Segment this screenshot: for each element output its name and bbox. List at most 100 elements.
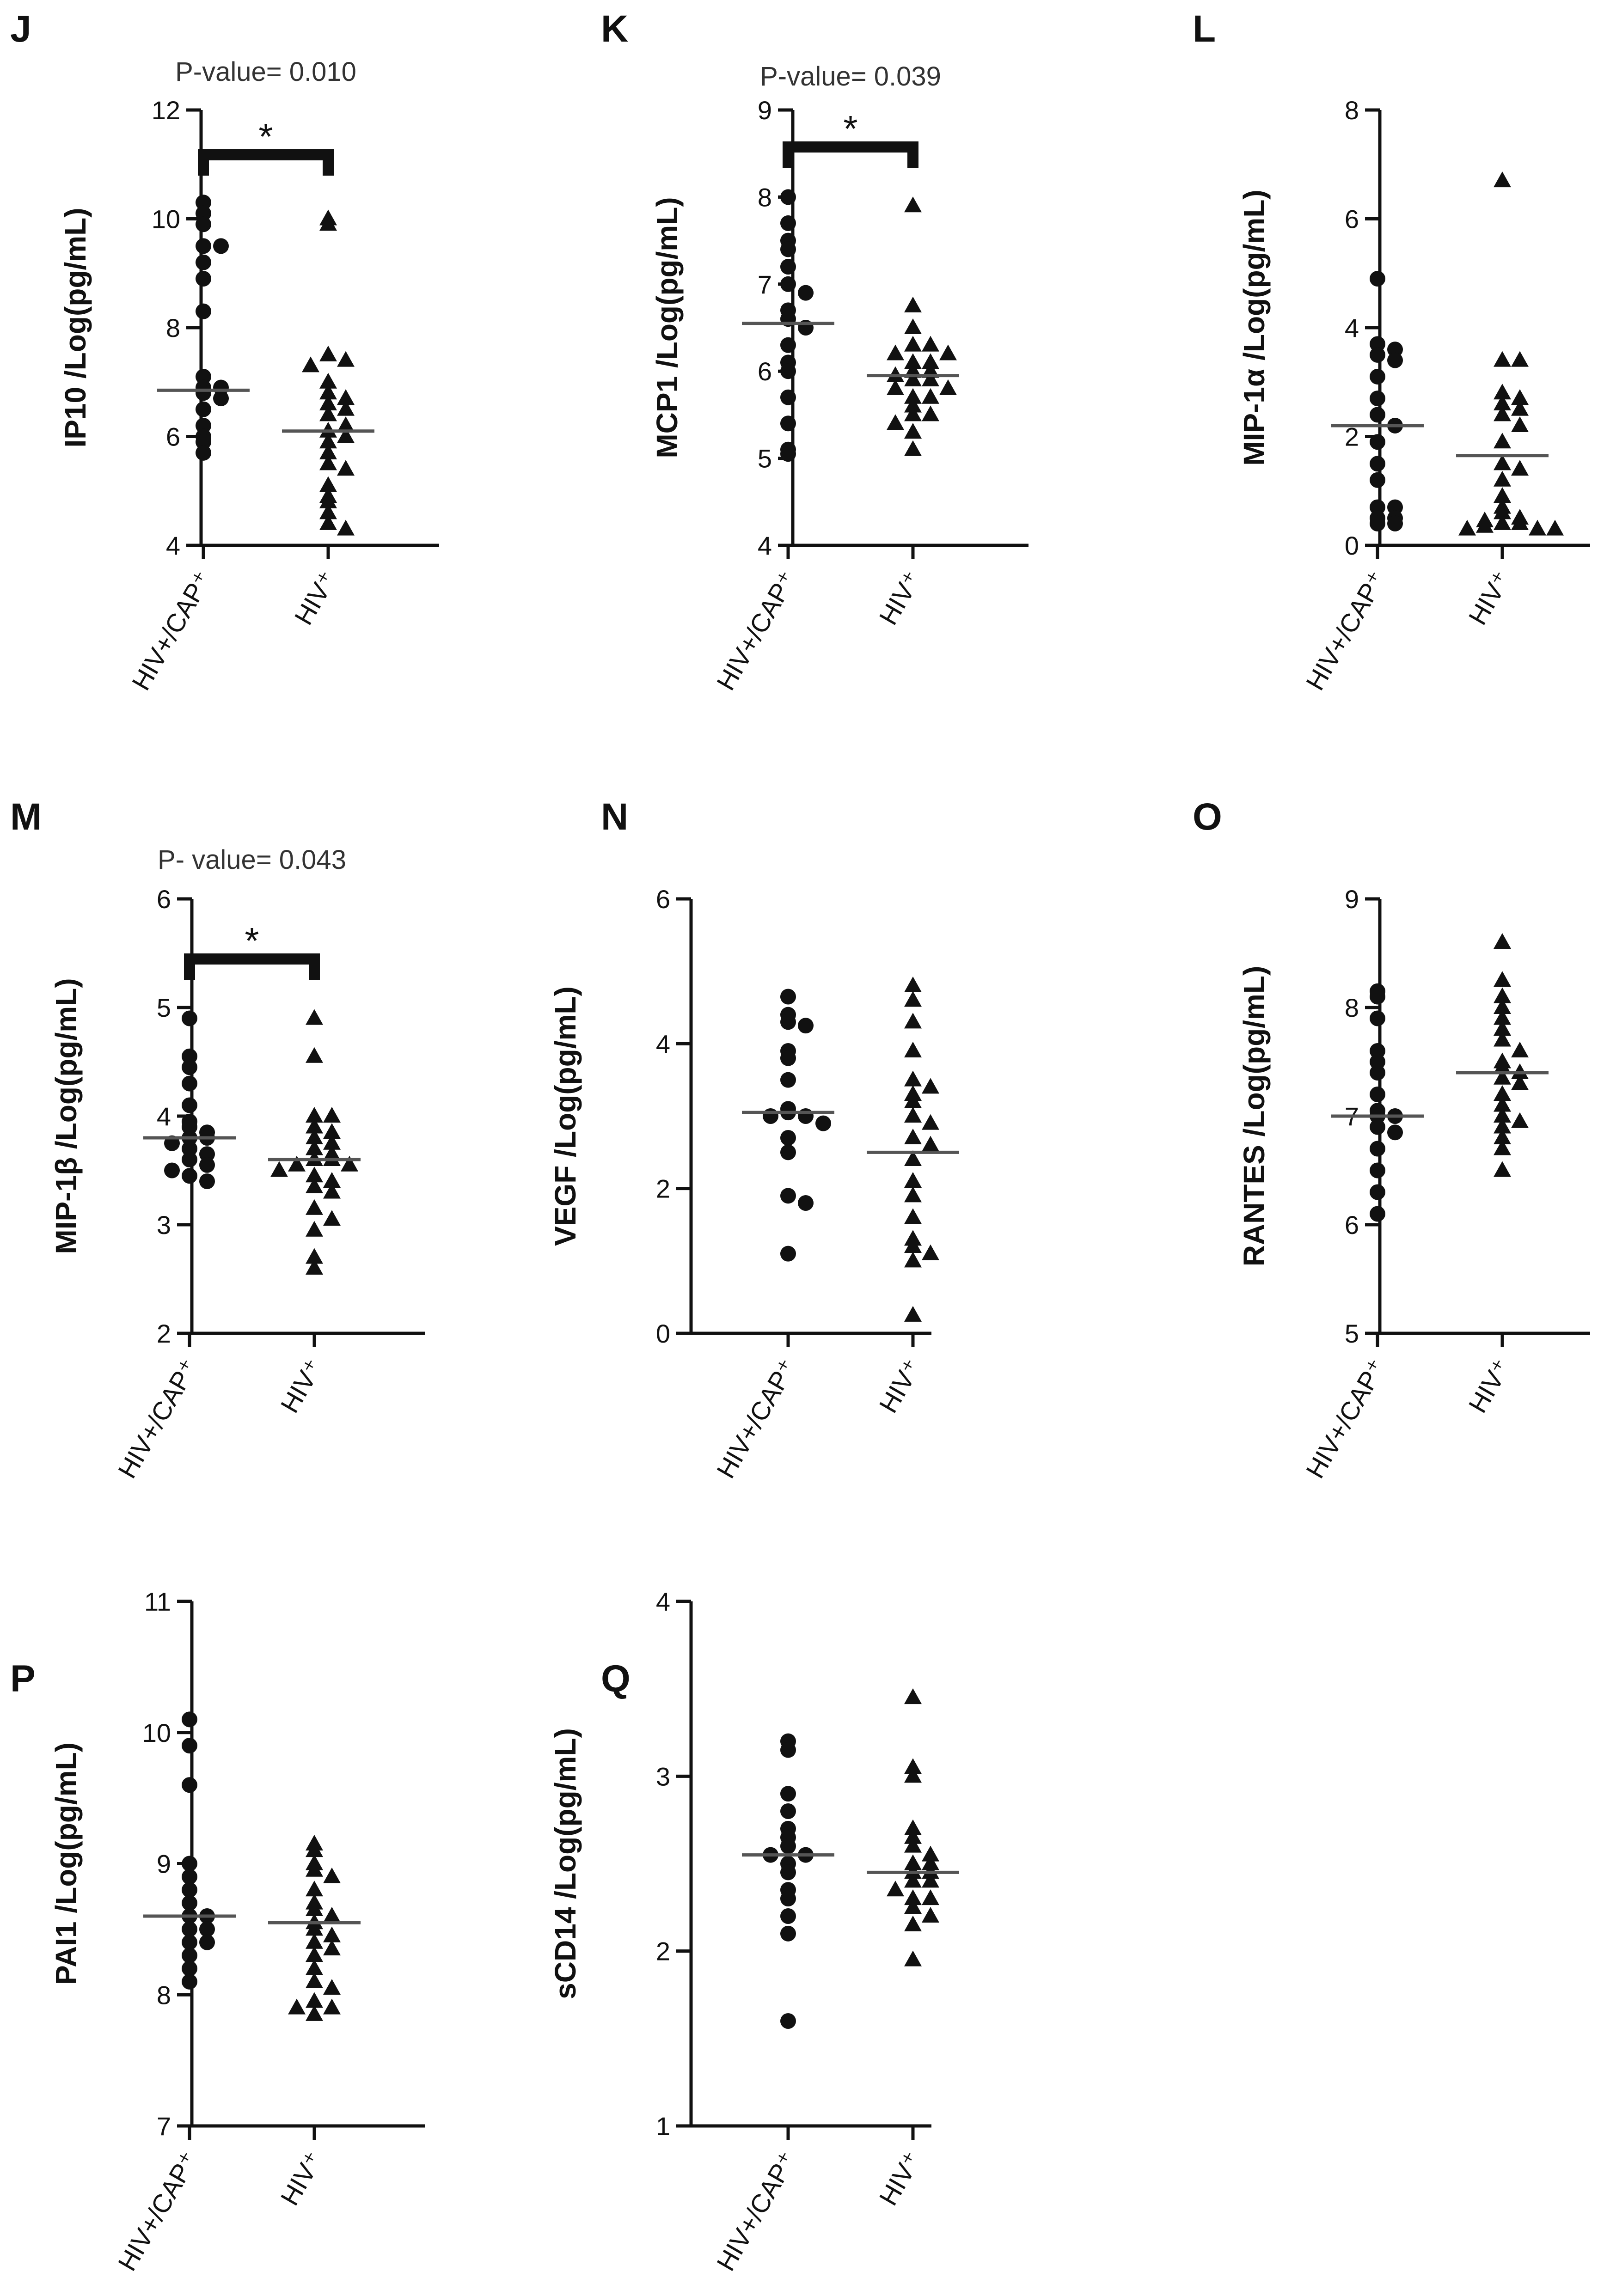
data-point-triangle [306,1177,323,1193]
data-point-triangle [922,1872,939,1888]
data-point-circle [1387,499,1403,515]
y-tick-label: 2 [157,1319,171,1348]
x-category-label: HIV⁺ [873,2147,927,2211]
data-point-circle [196,434,211,450]
y-tick-label: 12 [152,96,180,125]
significance-star: * [843,108,857,149]
y-tick-label: 7 [758,270,772,299]
data-point-circle [1370,1141,1385,1157]
data-point-circle [182,1059,197,1075]
panel-letter: K [601,8,628,50]
data-point-circle [1370,407,1385,423]
panel-letter: P [10,1658,36,1700]
data-point-triangle [922,1136,939,1152]
data-point-circle [182,1075,197,1092]
data-point-triangle [306,1841,323,1857]
y-tick-label: 6 [157,885,171,914]
panel-letter: L [1193,8,1216,50]
data-point-circle [182,1141,197,1157]
data-point-triangle [922,1244,939,1260]
data-point-triangle [922,1907,939,1923]
y-axis-title: PAI1 /Log(pg/mL) [49,1742,83,1985]
data-point-triangle [904,196,922,213]
data-point-circle [182,1869,197,1885]
y-tick-label: 1 [656,2112,670,2141]
data-point-circle [196,205,211,221]
data-point-circle [1387,515,1403,531]
panel-letter: M [10,796,42,838]
data-point-circle [182,1973,197,1990]
data-point-circle [780,241,796,257]
y-axis-title: RANTES /Log(pg/mL) [1237,966,1271,1267]
data-point-triangle [904,1889,922,1905]
data-point-triangle [341,1155,358,1172]
data-point-circle [780,415,796,432]
data-point-triangle [887,379,904,395]
data-point-triangle [887,414,904,430]
data-point-triangle [1511,1074,1529,1090]
data-point-triangle [904,1208,922,1224]
data-point-circle [780,1246,796,1262]
data-point-circle [199,1921,215,1937]
data-point-triangle [323,1998,341,2015]
data-point-circle [780,1742,796,1758]
y-tick-label: 4 [166,531,180,560]
data-point-triangle [904,440,922,456]
data-point-triangle [306,1881,323,1897]
data-point-circle [1370,1206,1385,1222]
data-point-triangle [1494,998,1511,1014]
data-point-triangle [1494,454,1511,470]
data-point-circle [780,259,796,275]
data-point-triangle [1511,1042,1529,1057]
chart-panel-o: O56789RANTES /Log(pg/mL)HIV+/CAP⁺HIV⁺ [1193,796,1590,1483]
x-category-label: HIV⁺ [288,566,342,630]
data-point-triangle [306,1009,323,1025]
y-tick-label: 6 [656,885,670,914]
data-point-circle [1370,434,1385,450]
data-point-triangle [1494,1069,1511,1085]
data-point-triangle [922,1114,939,1130]
data-point-triangle [939,344,957,360]
x-category-label: HIV+/CAP⁺ [711,2147,802,2276]
data-point-triangle [922,362,939,378]
y-tick-label: 5 [758,444,772,473]
data-point-triangle [1529,519,1546,536]
data-point-circle [1370,499,1385,515]
data-point-circle [182,1010,197,1026]
y-tick-label: 5 [157,993,171,1022]
data-point-triangle [1494,933,1511,949]
data-point-triangle [323,1867,341,1883]
data-point-triangle [1494,1161,1511,1177]
data-point-triangle [922,371,939,387]
data-point-triangle [319,345,337,361]
data-point-triangle [323,1907,341,1923]
data-point-circle [1370,391,1385,407]
data-point-triangle [904,423,922,439]
data-point-circle [780,1803,796,1819]
data-point-triangle [323,1172,341,1188]
data-point-triangle [306,1933,323,1949]
data-point-circle [780,1908,796,1924]
data-point-triangle [306,1166,323,1183]
data-point-triangle [904,405,922,421]
data-point-circle [182,1777,197,1793]
x-category-label: HIV⁺ [1463,1354,1516,1418]
data-point-circle [196,195,211,211]
data-point-triangle [306,1946,323,1962]
x-category-label: HIV+/CAP⁺ [126,566,218,695]
x-category-label: HIV+/CAP⁺ [112,2147,204,2276]
data-point-circle [780,1050,796,1066]
data-point-circle [182,1152,197,1167]
data-point-circle [780,1864,796,1881]
data-point-triangle [1494,503,1511,519]
y-axis-title: MCP1 /Log(pg/mL) [650,197,684,458]
data-point-triangle [1511,400,1529,416]
x-category-label: HIV⁺ [1463,566,1516,630]
data-point-triangle [306,1139,323,1155]
data-point-triangle [904,1042,922,1057]
data-point-triangle [904,1837,922,1853]
y-axis-title: MIP-1β /Log(pg/mL) [49,978,83,1254]
data-point-triangle [306,1861,323,1877]
y-tick-label: 6 [166,422,180,452]
data-point-triangle [306,1221,323,1237]
